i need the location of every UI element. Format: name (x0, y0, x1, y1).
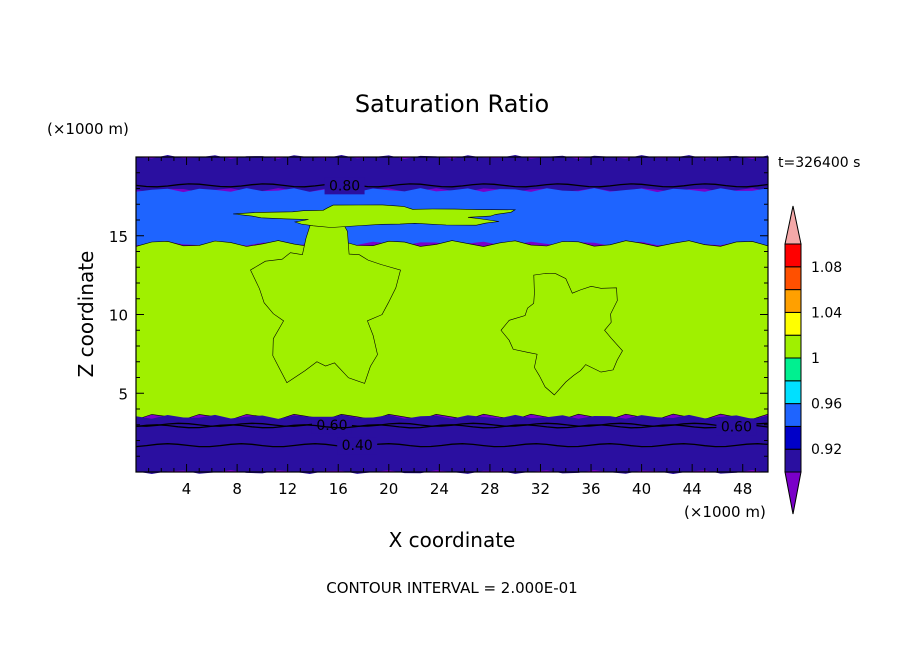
contour-interval-footer: CONTOUR INTERVAL = 2.000E-01 (326, 579, 577, 597)
x-tick-label: 28 (480, 480, 499, 498)
x-tick-label: 36 (581, 480, 600, 498)
chart-title: Saturation Ratio (355, 90, 549, 118)
colorbar-segment (784, 311, 802, 336)
colorbar-segment (784, 380, 802, 405)
colorbar-segment (784, 357, 802, 382)
colorbar: 0.92 0.96 1 1.04 1.08 (784, 205, 842, 515)
colorbar-tick-label: 1.04 (811, 305, 842, 321)
y-axis-label: Z coordinate (74, 251, 98, 378)
colorbar-extend-bottom (784, 471, 802, 515)
x-tick-label: 20 (379, 480, 398, 498)
contour-label: 0.60 (721, 419, 752, 435)
x-tick-label: 44 (683, 480, 702, 498)
region-supersat-patch-center (233, 204, 517, 228)
contour-label: 0.40 (342, 438, 373, 454)
contour-label: 0.80 (329, 178, 360, 194)
colorbar-segment (784, 403, 802, 427)
region-mid-saturated (135, 240, 769, 421)
y-tick-label: 10 (109, 307, 128, 325)
colorbar-segment (784, 266, 802, 291)
region-supersat-patch-east (500, 273, 623, 396)
x-tick-label: 40 (632, 480, 651, 498)
region-upper-dry-band (136, 155, 768, 193)
colorbar-tick-label: 1.08 (811, 260, 842, 276)
contour-line (135, 183, 769, 188)
contour-line (135, 443, 769, 448)
y-unit-label: (×1000 m) (47, 120, 129, 138)
colorbar-segment (784, 334, 802, 359)
colorbar-tick-label: 1 (811, 351, 820, 367)
colorbar-segment (784, 289, 802, 313)
x-tick-label: 8 (232, 480, 242, 498)
y-tick-label: 5 (118, 385, 128, 403)
x-tick-label: 4 (182, 480, 192, 498)
colorbar-tick-label: 0.96 (811, 397, 842, 413)
plot-area: 0.80 0.60 0.40 0.60 (135, 155, 769, 474)
contour-label-bg (716, 418, 757, 436)
colorbar-segment (784, 425, 802, 450)
colorbar-tick-label: 0.92 (811, 442, 842, 458)
contour-label-bg (324, 177, 365, 195)
x-tick-label: 48 (733, 480, 752, 498)
time-label: t=326400 s (778, 155, 860, 171)
region-supersat-patch-west (250, 215, 401, 384)
colorbar-extend-top (784, 205, 802, 245)
x-unit-label: (×1000 m) (684, 503, 766, 521)
colorbar-segment (784, 243, 802, 268)
x-tick-label: 12 (278, 480, 297, 498)
contour-line (135, 424, 769, 429)
x-tick-label: 24 (430, 480, 449, 498)
x-axis-label: X coordinate (389, 528, 516, 552)
contour-label: 0.60 (316, 418, 347, 434)
contour-label-bg (337, 437, 378, 455)
contour-label-bg (311, 416, 352, 434)
colorbar-segment (784, 448, 802, 473)
x-tick-label: 16 (329, 480, 348, 498)
y-tick-label: 15 (109, 228, 128, 246)
x-tick-label: 32 (531, 480, 550, 498)
